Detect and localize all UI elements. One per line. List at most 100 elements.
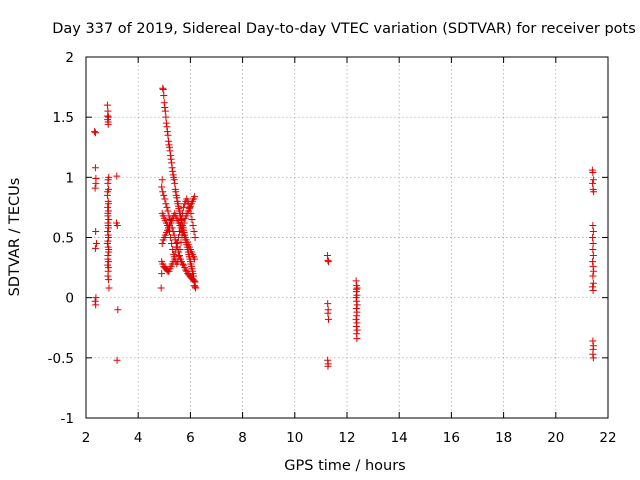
data-point [104,112,112,120]
data-point [113,219,121,227]
y-tick-label: 1.5 [53,110,74,126]
data-point [104,224,112,232]
data-point [189,221,197,229]
data-point [191,234,199,241]
data-point [589,262,597,270]
data-point [323,252,331,260]
data-point [158,240,166,248]
data-point [169,246,177,254]
data-point [172,243,180,251]
x-tick-label: 18 [495,430,512,446]
data-point [163,123,171,131]
data-point [104,264,112,272]
data-point [105,246,113,254]
data-point [589,279,597,287]
data-point [589,337,597,345]
data-point [91,128,99,136]
data-point [162,200,170,208]
series-pots [91,84,598,370]
data-point [159,188,167,196]
data-point [324,309,332,317]
data-point [324,315,332,323]
data-point [180,203,188,211]
data-points [91,84,598,370]
data-point [104,272,112,280]
data-point [169,167,177,175]
data-point [589,221,597,229]
data-point [173,194,181,202]
data-point [92,227,100,235]
data-point [589,176,597,184]
data-point [159,84,167,92]
data-point [104,203,112,211]
data-point [163,128,171,136]
data-point [168,159,176,167]
data-point [352,294,360,302]
data-point [157,284,165,292]
data-point [178,215,186,223]
data-point [164,131,172,139]
data-point [162,113,170,121]
y-tick-label: 2 [65,50,74,66]
data-point [170,250,178,258]
data-point [174,234,182,241]
data-point [103,240,111,248]
data-point [170,176,178,184]
y-tick-label: -1 [61,411,74,427]
data-point [167,234,175,241]
data-point [172,188,180,196]
data-point [160,191,168,199]
data-point [161,195,169,203]
data-point [160,99,168,107]
data-point [175,252,183,260]
x-tick-label: 4 [134,430,143,446]
data-point [590,267,598,275]
x-tick-label: 20 [547,430,564,446]
y-tick-label: -0.5 [48,351,74,367]
data-point [158,176,166,184]
data-point [105,215,113,223]
data-point [170,231,178,239]
data-point [352,315,360,323]
data-point [104,227,112,235]
data-point [104,209,112,217]
data-point [190,277,198,285]
data-point [324,356,332,364]
data-point [589,354,597,362]
data-point [104,200,112,208]
data-point [589,252,597,260]
data-point [177,238,185,246]
data-point [352,277,360,285]
data-point [160,92,168,100]
data-point [352,285,360,293]
data-point [104,118,112,126]
x-tick-label: 8 [238,430,247,446]
grid-lines [86,57,608,418]
data-point [589,283,597,291]
data-point [104,255,112,263]
chart-title: Day 337 of 2019, Sidereal Day-to-day VTE… [52,21,636,37]
data-point [104,219,112,227]
data-point [589,240,597,248]
y-tick-label: 0.5 [53,231,74,247]
data-point [324,300,332,308]
data-point [105,284,113,292]
x-tick-label: 14 [391,430,408,446]
data-point [352,323,360,331]
data-point [91,244,99,252]
y-tick-label: 0 [65,291,74,307]
data-point [104,176,112,184]
x-tick-label: 16 [443,430,460,446]
data-point [324,258,332,266]
data-point [589,350,597,358]
data-point [191,193,199,201]
data-point [174,258,182,266]
data-point [92,301,100,309]
data-point [589,234,597,241]
data-point [113,172,121,180]
data-point [182,266,190,274]
x-tick-label: 2 [82,430,91,446]
data-point [158,270,166,278]
data-point [161,104,169,112]
